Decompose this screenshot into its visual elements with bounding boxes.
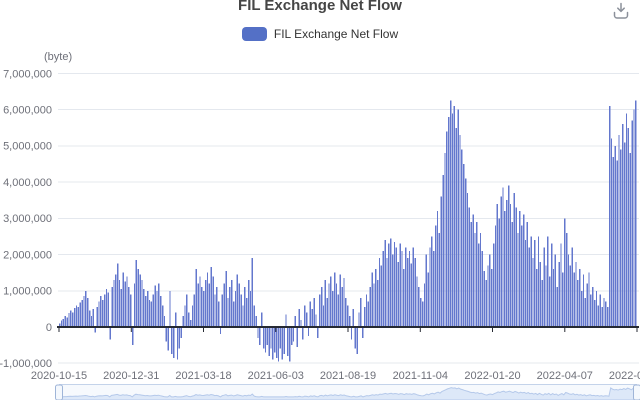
- y-axis-label: 4,000,000: [3, 177, 52, 189]
- y-axis-label: 7,000,000: [3, 68, 52, 80]
- x-axis-label: 2022-06-23: [609, 370, 640, 382]
- y-axis-label: 6,000,000: [3, 105, 52, 117]
- y-axis: 7,000,000 6,000,000 5,000,000 4,000,000 3,00…: [0, 68, 52, 370]
- legend-item[interactable]: FIL Exchange Net Flow: [0, 27, 640, 41]
- x-axis-label: 2021-11-04: [393, 370, 448, 382]
- datazoom-handle-right[interactable]: [633, 384, 640, 400]
- y-axis-label: 1,000,000: [3, 286, 52, 298]
- download-icon: [613, 2, 629, 19]
- datazoom-slider[interactable]: [55, 384, 640, 400]
- x-axis-label: 2021-06-03: [248, 370, 304, 382]
- x-axis: 2020-10-15 2020-12-31 2021-03-18 2021-06-03…: [31, 326, 640, 382]
- x-axis-label: 2021-08-19: [320, 370, 376, 382]
- y-axis-unit-label: (byte): [44, 51, 73, 63]
- y-axis-label: 0: [46, 322, 52, 334]
- download-button[interactable]: [610, 1, 632, 23]
- datazoom-preview-area: [58, 386, 638, 400]
- x-axis-label: 2022-01-20: [464, 370, 520, 382]
- x-axis-label: 2020-10-15: [31, 370, 87, 382]
- y-axis-label: 5,000,000: [3, 141, 52, 153]
- x-axis-label: 2021-03-18: [175, 370, 231, 382]
- page-title: FIL Exchange Net Flow: [238, 0, 402, 14]
- y-axis-label: 2,000,000: [3, 249, 52, 261]
- x-axis-label: 2020-12-31: [103, 370, 159, 382]
- bars-series[interactable]: [59, 100, 637, 362]
- legend-swatch-icon: [241, 27, 267, 41]
- legend-label: FIL Exchange Net Flow: [273, 27, 399, 41]
- y-axis-label: 3,000,000: [3, 213, 52, 225]
- x-axis-label: 2022-04-07: [537, 370, 593, 382]
- y-axis-label: -1,000,000: [0, 358, 52, 370]
- datazoom-handle-left[interactable]: [55, 384, 63, 400]
